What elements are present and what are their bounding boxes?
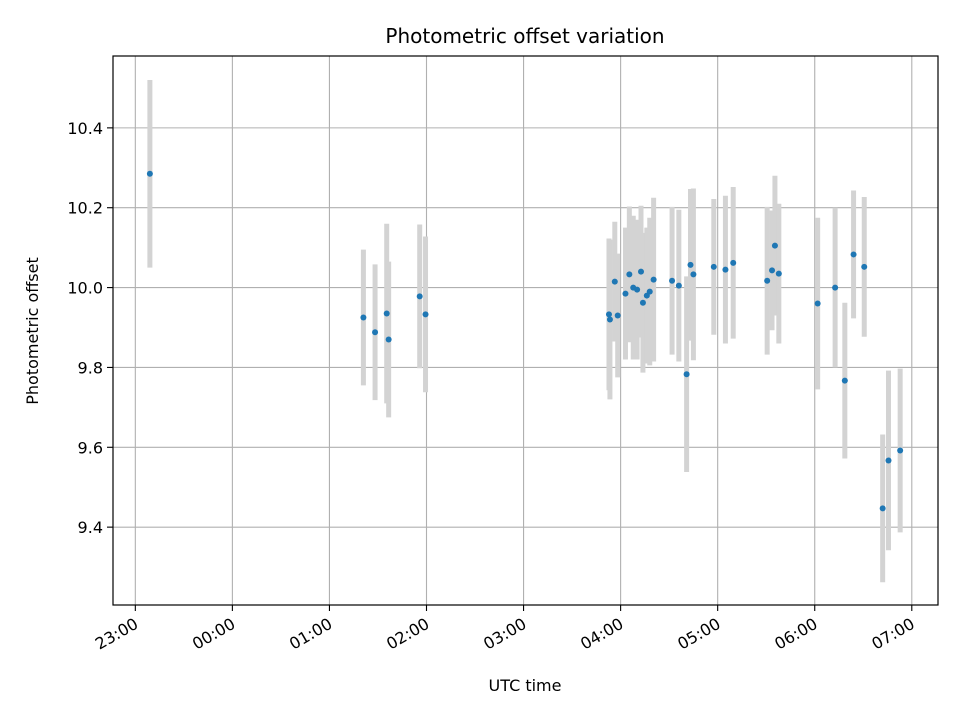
y-tick-label: 9.6 <box>78 438 103 457</box>
y-tick-label: 9.4 <box>78 518 103 537</box>
y-axis-label: Photometric offset <box>23 257 42 405</box>
y-axis: 9.4 9.6 9.8 10.0 10.2 10.4 <box>67 119 113 537</box>
y-tick-label: 10.2 <box>67 199 103 218</box>
data-point <box>634 286 641 293</box>
data-point <box>669 277 676 284</box>
data-point <box>614 312 621 319</box>
data-point <box>360 314 367 321</box>
data-point <box>879 505 886 512</box>
data-point <box>675 282 682 289</box>
data-point <box>690 271 697 278</box>
data-point <box>861 263 868 270</box>
data-point <box>687 261 694 268</box>
data-points <box>146 170 904 512</box>
data-point <box>897 447 904 454</box>
data-point <box>422 311 429 318</box>
data-point <box>710 263 717 270</box>
data-point <box>622 290 629 297</box>
data-point <box>416 293 423 300</box>
y-tick-label: 9.8 <box>78 358 103 377</box>
y-tick-label: 10.0 <box>67 279 103 298</box>
x-axis-label: UTC time <box>489 676 562 695</box>
data-point <box>722 266 729 273</box>
data-point <box>683 371 690 378</box>
data-point <box>646 288 653 295</box>
data-point <box>605 311 612 318</box>
plot-frame <box>112 55 939 606</box>
data-point <box>764 277 771 284</box>
data-point <box>885 457 892 464</box>
data-point <box>611 278 618 285</box>
y-tick-label: 10.4 <box>67 119 103 138</box>
data-point <box>650 276 657 283</box>
data-point <box>639 299 646 306</box>
data-point <box>850 251 857 258</box>
data-point <box>769 267 776 274</box>
data-point <box>841 377 848 384</box>
data-point <box>385 336 392 343</box>
data-point <box>814 300 821 307</box>
grid <box>113 56 938 605</box>
chart-title: Photometric offset variation <box>385 24 664 48</box>
data-point <box>771 242 778 249</box>
data-point <box>638 268 644 275</box>
data-point <box>146 170 153 177</box>
data-point <box>775 270 782 277</box>
data-point <box>606 316 613 323</box>
data-point <box>372 329 379 336</box>
data-point <box>383 310 390 317</box>
data-point <box>832 284 839 291</box>
data-point <box>626 271 633 278</box>
data-point <box>730 259 737 266</box>
